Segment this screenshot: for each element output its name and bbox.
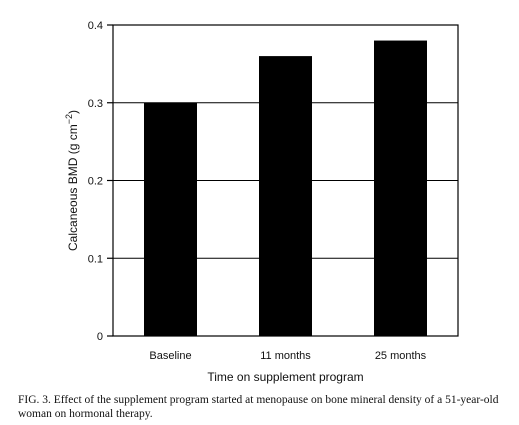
y-axis-title-exponent: −2 [64,114,74,124]
figure-caption: FIG. 3. Effect of the supplement program… [18,394,499,420]
y-tick-label: 0.3 [88,98,103,110]
x-category-label: 25 months [375,350,427,362]
x-axis-title: Time on supplement program [207,370,363,384]
y-tick-label: 0.4 [88,20,103,32]
bar [144,102,197,336]
x-category-label: Baseline [149,350,191,362]
bars [144,40,427,337]
x-category-label: 11 months [260,350,311,362]
bar-chart: 0 0.1 0.2 0.3 0.4 Baseline 11 months 25 months… [64,20,459,384]
y-axis-title: Calcaneous BMD (g cm−2) [64,110,80,251]
y-tick-label: 0.1 [88,253,103,265]
y-axis-title-main: Calcaneous BMD (g cm [66,124,80,251]
x-axis-categories: Baseline 11 months 25 months [149,350,426,362]
y-axis-ticks: 0 0.1 0.2 0.3 0.4 [88,20,113,343]
y-axis-title-close: ) [66,110,80,114]
y-tick-label: 0 [97,331,103,343]
bar [374,40,427,337]
bar [259,56,312,336]
y-tick-label: 0.2 [88,176,103,188]
